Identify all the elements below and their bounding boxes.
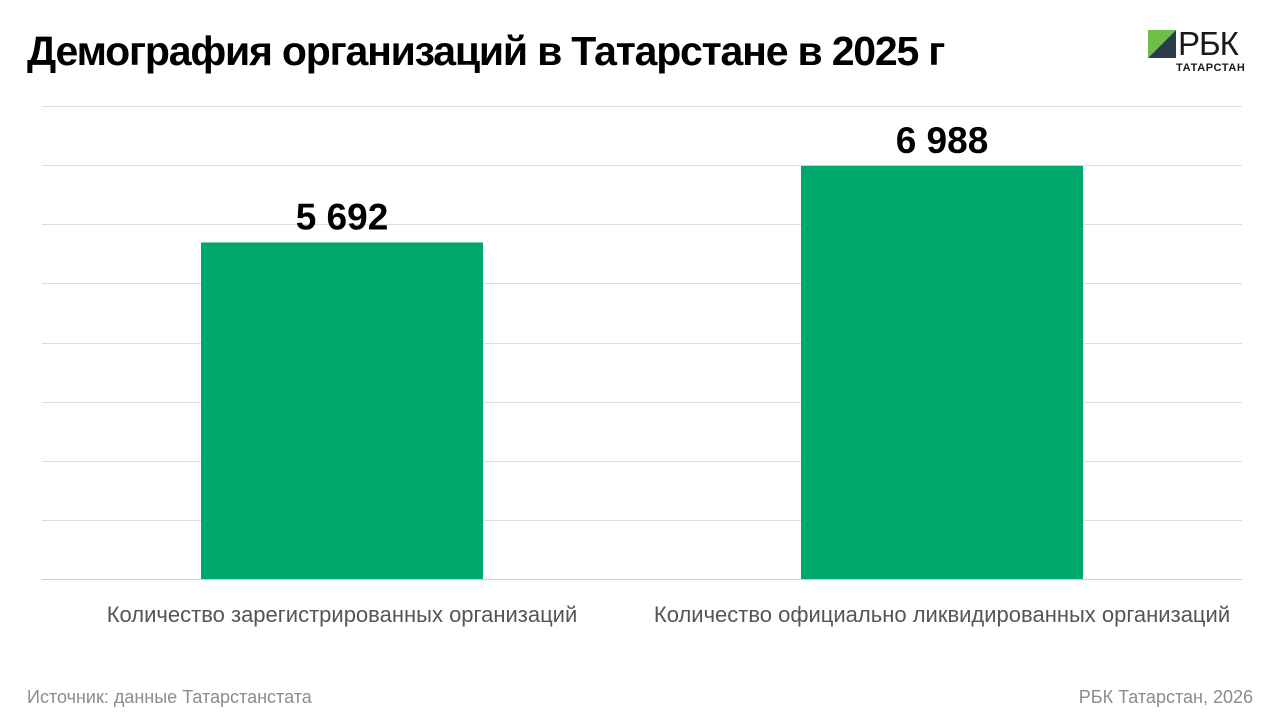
bars [201, 165, 1083, 579]
value-label-1: 6 988 [896, 120, 989, 161]
logo-subtitle: ТАТАРСТАН [1176, 62, 1246, 74]
bar-0 [201, 242, 483, 579]
rbc-logo-mark-icon [1148, 30, 1176, 58]
rbc-logo: РБК ТАТАРСТАН [1148, 25, 1258, 78]
category-label-liquidated: Количество официально ликвидированных ор… [653, 602, 1231, 627]
chart-title: Демография организаций в Татарстане в 20… [27, 28, 945, 74]
credit-note: РБК Татарстан, 2026 [1078, 687, 1253, 707]
bar-1 [801, 165, 1083, 579]
value-labels: 5 692 6 988 [296, 120, 989, 238]
source-note: Источник: данные Татарстанстата [27, 687, 312, 707]
category-label-registered: Количество зарегистрированных организаци… [106, 602, 578, 627]
value-label-0: 5 692 [296, 196, 389, 237]
logo-wordmark: РБК [1178, 25, 1239, 62]
